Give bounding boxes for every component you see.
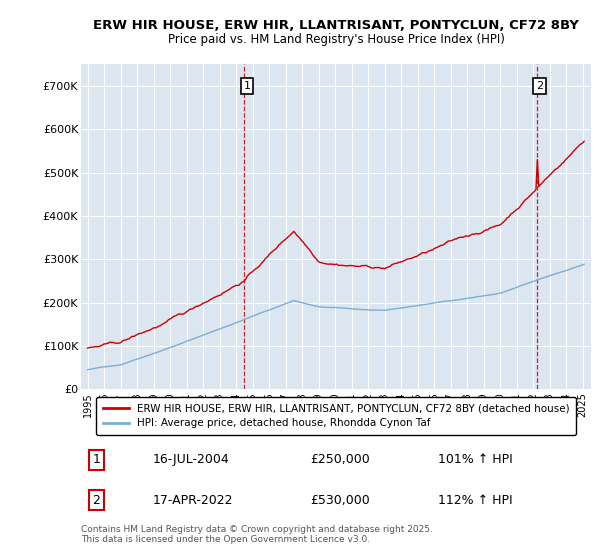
Text: 112% ↑ HPI: 112% ↑ HPI: [438, 494, 512, 507]
Text: 2: 2: [92, 494, 100, 507]
Text: 101% ↑ HPI: 101% ↑ HPI: [438, 453, 513, 466]
Legend: ERW HIR HOUSE, ERW HIR, LLANTRISANT, PONTYCLUN, CF72 8BY (detached house), HPI: : ERW HIR HOUSE, ERW HIR, LLANTRISANT, PON…: [96, 397, 576, 435]
Text: 1: 1: [92, 453, 100, 466]
Text: 17-APR-2022: 17-APR-2022: [152, 494, 233, 507]
Text: ERW HIR HOUSE, ERW HIR, LLANTRISANT, PONTYCLUN, CF72 8BY: ERW HIR HOUSE, ERW HIR, LLANTRISANT, PON…: [93, 18, 579, 32]
Text: £530,000: £530,000: [311, 494, 370, 507]
Text: Price paid vs. HM Land Registry's House Price Index (HPI): Price paid vs. HM Land Registry's House …: [167, 32, 505, 46]
Text: 16-JUL-2004: 16-JUL-2004: [152, 453, 229, 466]
Text: 1: 1: [244, 81, 250, 91]
Text: £250,000: £250,000: [311, 453, 370, 466]
Text: 2: 2: [536, 81, 544, 91]
Text: Contains HM Land Registry data © Crown copyright and database right 2025.
This d: Contains HM Land Registry data © Crown c…: [81, 525, 433, 544]
